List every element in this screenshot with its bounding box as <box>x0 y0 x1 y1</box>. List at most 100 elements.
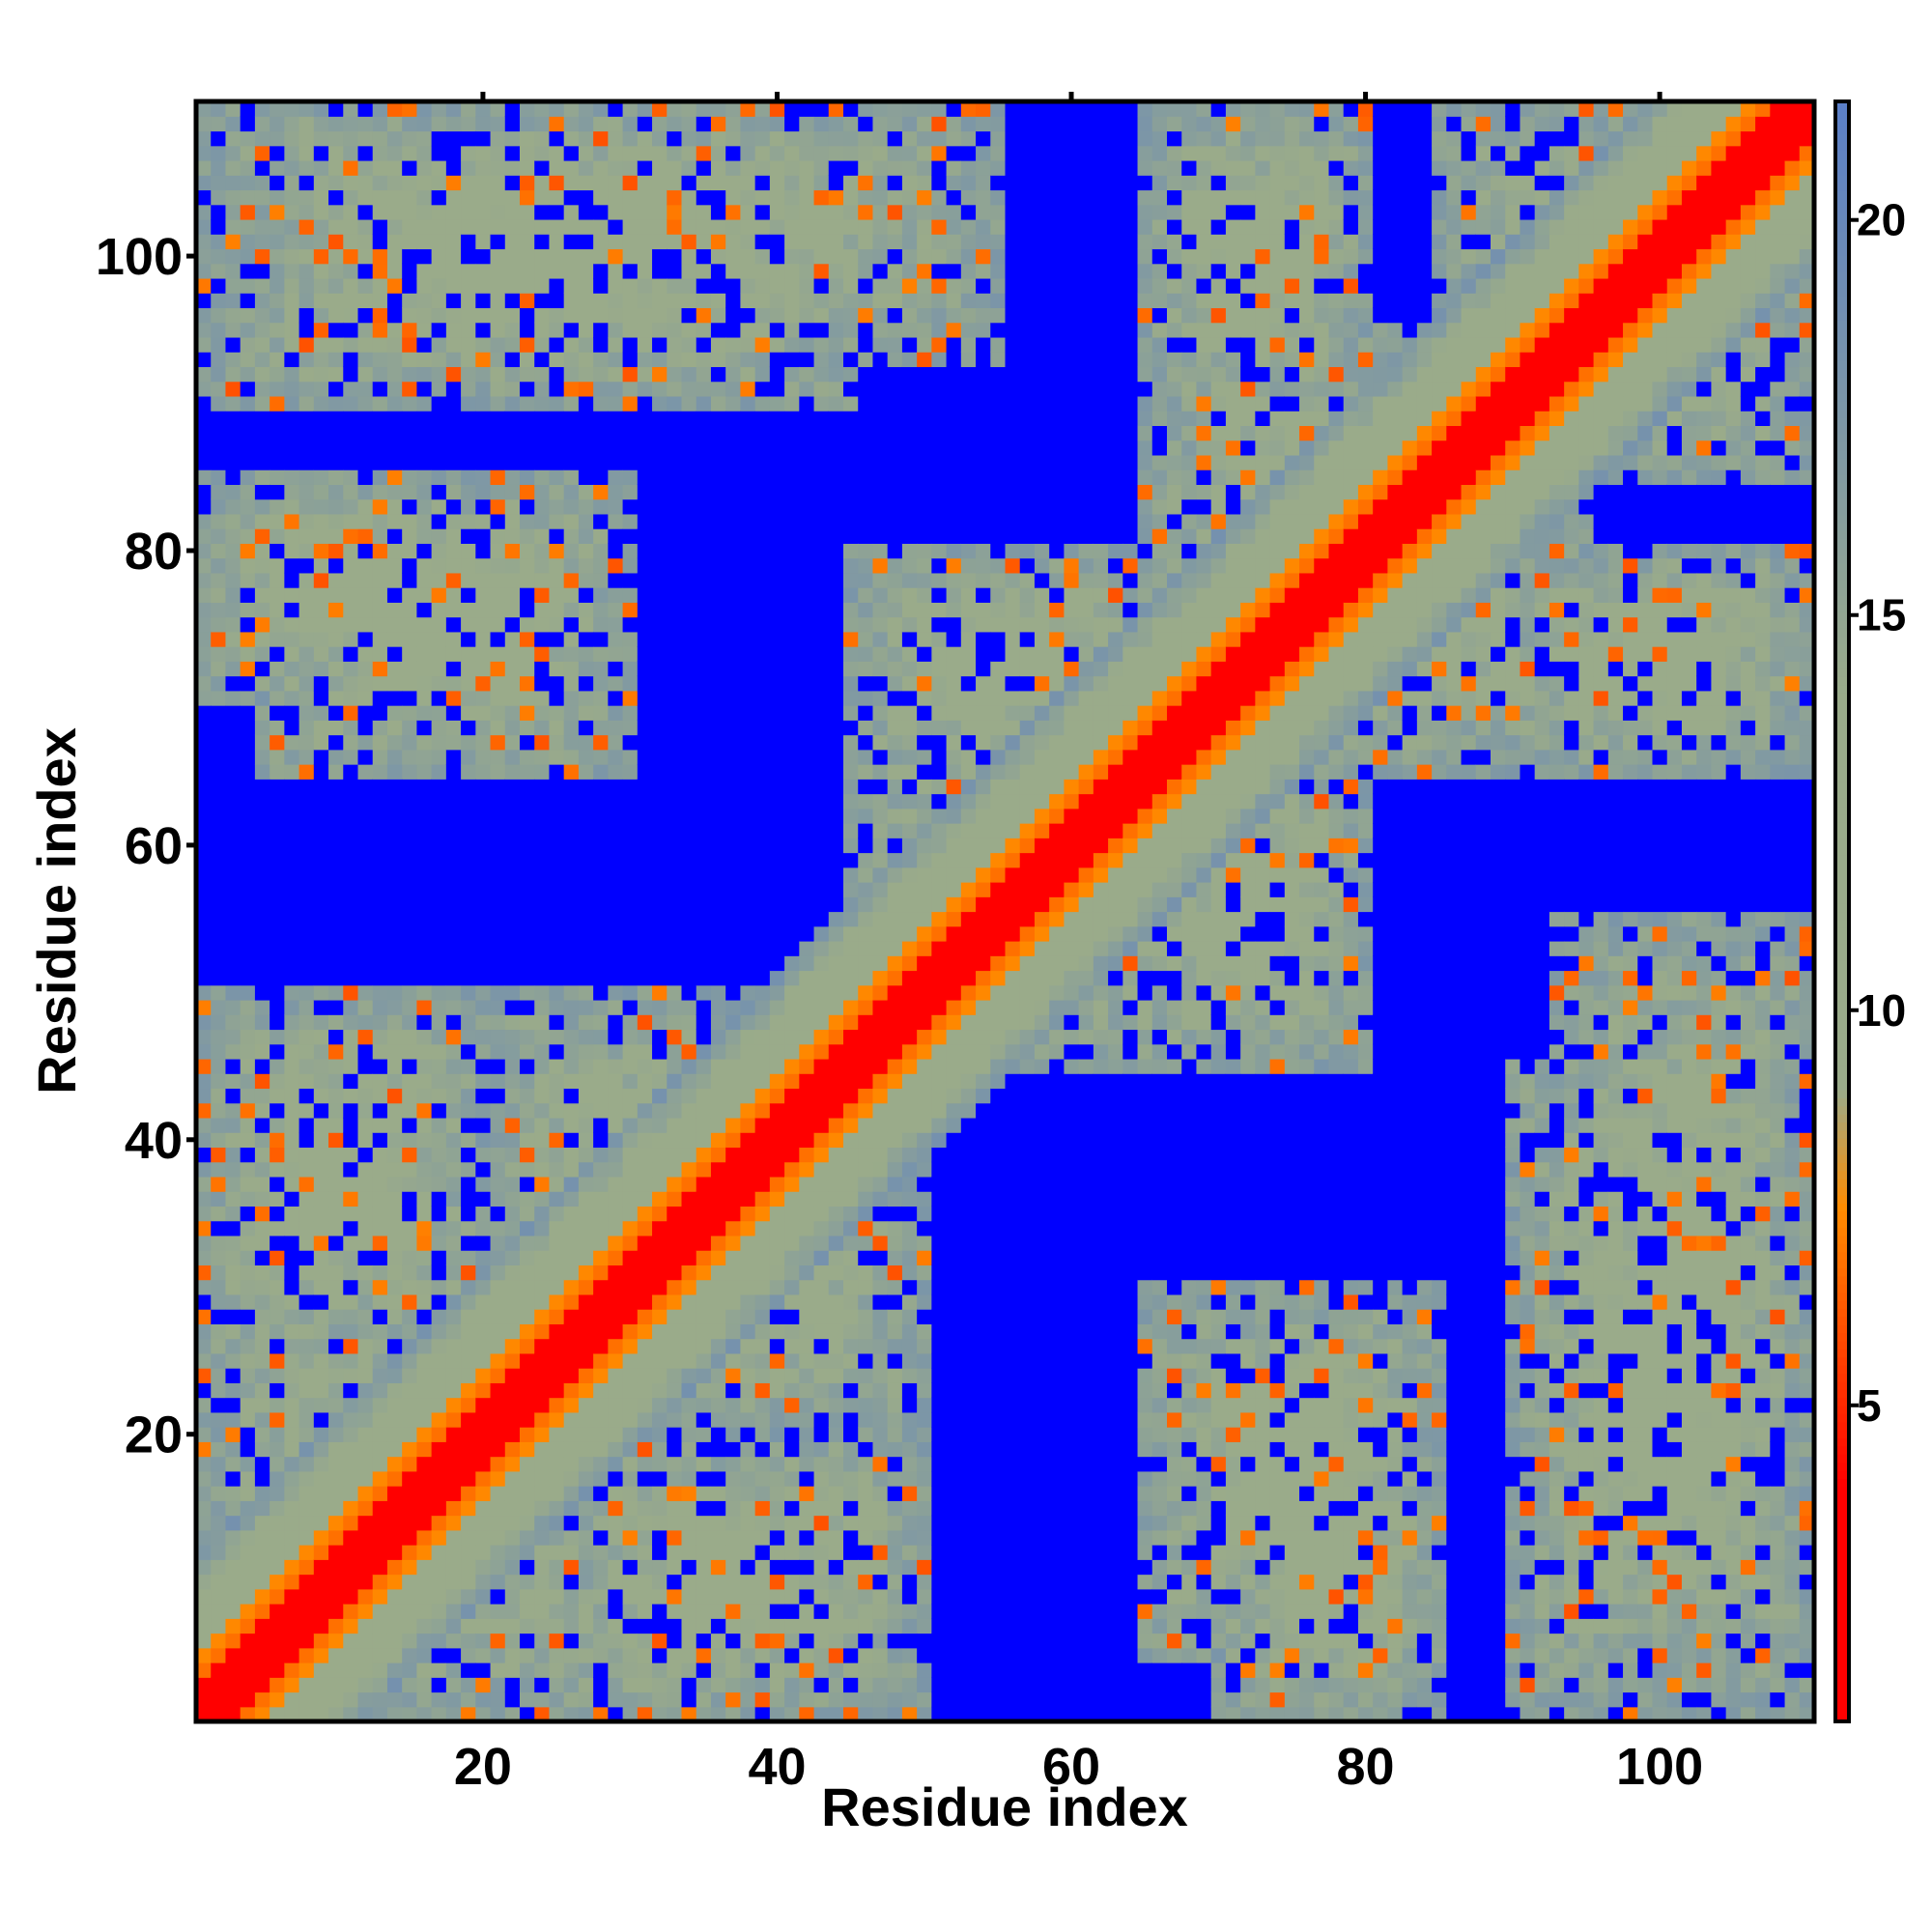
heatmap-cell <box>667 1441 683 1458</box>
heatmap-cell <box>608 307 624 324</box>
heatmap-cell <box>696 1633 712 1649</box>
heatmap-cell <box>431 1647 447 1663</box>
heatmap-cell <box>725 248 742 265</box>
heatmap-cell <box>372 440 388 456</box>
heatmap-cell <box>475 779 492 795</box>
heatmap-cell <box>328 234 344 250</box>
heatmap-cell <box>799 101 815 117</box>
heatmap-cell <box>196 263 212 279</box>
heatmap-cell <box>622 469 639 485</box>
heatmap-cell <box>211 145 227 161</box>
heatmap-cell <box>431 1486 447 1501</box>
heatmap-cell <box>534 749 551 765</box>
heatmap-cell <box>328 116 344 132</box>
heatmap-cell <box>211 1088 227 1104</box>
heatmap-cell <box>637 248 653 265</box>
heatmap-cell <box>843 984 859 1001</box>
heatmap-cell <box>240 1014 256 1031</box>
heatmap-cell <box>608 1235 624 1251</box>
heatmap-cell <box>475 1235 492 1251</box>
heatmap-cell <box>504 454 521 470</box>
heatmap-cell <box>504 543 521 559</box>
heatmap-cell <box>534 1604 551 1619</box>
heatmap-cell <box>328 631 344 647</box>
heatmap-cell <box>652 1235 668 1251</box>
heatmap-cell <box>240 352 256 368</box>
heatmap-cell <box>386 925 403 942</box>
heatmap-cell <box>490 705 506 721</box>
heatmap-cell <box>784 543 800 559</box>
heatmap-cell <box>416 1250 433 1265</box>
heatmap-cell <box>357 1588 374 1605</box>
heatmap-cell <box>563 1293 580 1310</box>
heatmap-cell <box>652 1161 668 1178</box>
heatmap-cell <box>563 469 580 485</box>
heatmap-cell <box>313 1058 329 1074</box>
heatmap-cell <box>652 675 668 692</box>
heatmap-cell <box>725 1515 742 1531</box>
heatmap-cell <box>270 882 285 897</box>
heatmap-cell <box>461 1545 476 1560</box>
heatmap-cell <box>240 130 256 147</box>
heatmap-cell <box>372 720 388 736</box>
heatmap-cell <box>858 1338 874 1354</box>
heatmap-cell <box>490 1117 506 1133</box>
heatmap-cell <box>225 572 242 588</box>
heatmap-cell <box>402 734 418 751</box>
heatmap-cell <box>504 940 521 956</box>
heatmap-cell <box>637 1102 653 1119</box>
heatmap-cell <box>578 513 594 529</box>
heatmap-cell <box>563 1470 580 1487</box>
heatmap-cell <box>754 1102 771 1119</box>
heatmap-cell <box>813 336 830 353</box>
heatmap-cell <box>622 322 639 338</box>
heatmap-cell <box>740 646 756 662</box>
heatmap-cell <box>652 572 668 588</box>
heatmap-cell <box>843 1235 859 1251</box>
heatmap-cell <box>754 1323 771 1340</box>
heatmap-cell <box>313 896 329 913</box>
heatmap-cell <box>754 1338 771 1354</box>
heatmap-cell <box>343 1132 359 1149</box>
heatmap-cell <box>225 1470 242 1487</box>
heatmap-cell <box>402 189 418 206</box>
heatmap-cell <box>490 1338 506 1354</box>
heatmap-cell <box>828 940 844 956</box>
heatmap-cell <box>461 336 476 353</box>
heatmap-cell <box>740 1411 756 1428</box>
heatmap-cell <box>402 705 418 721</box>
heatmap-cell <box>534 145 551 161</box>
heatmap-cell <box>769 484 785 500</box>
heatmap-cell <box>284 720 300 736</box>
heatmap-cell <box>328 940 344 956</box>
heatmap-cell <box>461 175 476 191</box>
heatmap-cell <box>431 352 447 368</box>
heatmap-cell <box>520 823 535 838</box>
heatmap-cell <box>461 1132 476 1149</box>
heatmap-cell <box>520 336 535 353</box>
heatmap-cell <box>740 984 756 1001</box>
heatmap-cell <box>725 1441 742 1458</box>
heatmap-cell <box>520 277 535 294</box>
heatmap-cell <box>240 1235 256 1251</box>
heatmap-cell <box>784 911 800 927</box>
heatmap-cell <box>754 1029 771 1045</box>
heatmap-cell <box>637 779 653 795</box>
heatmap-cell <box>608 808 624 824</box>
heatmap-cell <box>843 867 859 883</box>
heatmap-cell <box>534 1176 551 1192</box>
heatmap-cell <box>284 159 300 176</box>
heatmap-cell <box>431 661 447 677</box>
heatmap-cell <box>784 484 800 500</box>
heatmap-cell <box>298 690 315 706</box>
heatmap-cell <box>578 204 594 220</box>
heatmap-cell <box>211 263 227 279</box>
heatmap-cell <box>696 322 712 338</box>
heatmap-cell <box>490 484 506 500</box>
heatmap-cell <box>608 366 624 383</box>
heatmap-cell <box>211 749 227 765</box>
heatmap-cell <box>445 1235 462 1251</box>
heatmap-cell <box>372 1293 388 1310</box>
heatmap-cell <box>769 145 785 161</box>
heatmap-cell <box>799 1132 815 1149</box>
